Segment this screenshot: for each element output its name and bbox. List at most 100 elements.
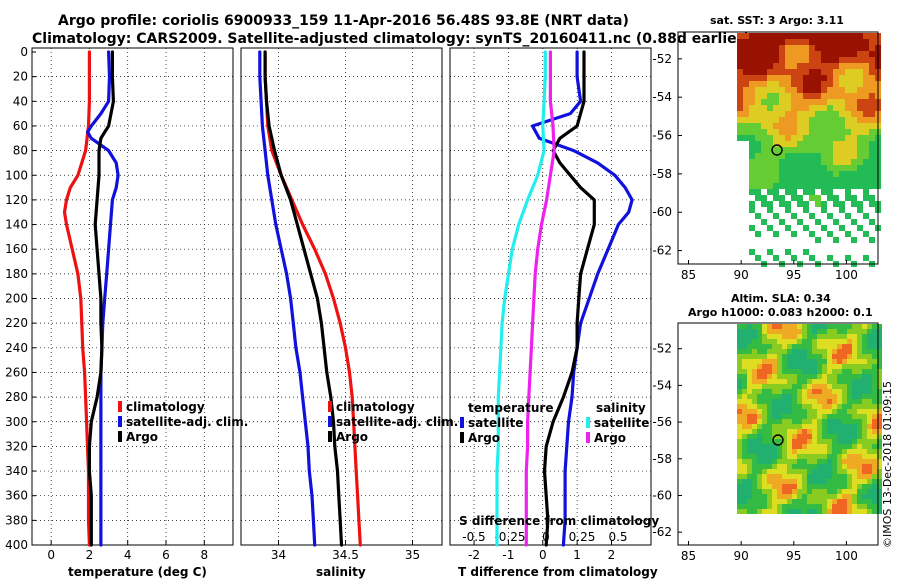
sla-cell bbox=[747, 419, 752, 424]
sst-cell bbox=[821, 117, 827, 123]
sla-cell bbox=[837, 344, 842, 349]
sla-cell bbox=[852, 479, 857, 484]
sla-cell bbox=[862, 354, 867, 359]
sla-cell bbox=[837, 374, 842, 379]
sla-cell bbox=[852, 384, 857, 389]
sla-cell bbox=[847, 419, 852, 424]
sst-cell bbox=[743, 117, 749, 123]
sst-cell bbox=[743, 45, 749, 51]
sst-cell bbox=[845, 39, 851, 45]
sla-cell bbox=[782, 409, 787, 414]
sla-cell bbox=[737, 494, 742, 499]
sla-cell bbox=[817, 324, 822, 329]
sla-cell bbox=[817, 474, 822, 479]
sla-cell bbox=[802, 469, 807, 474]
sla-cell bbox=[787, 454, 792, 459]
sla-cell bbox=[827, 489, 832, 494]
sla-cell bbox=[757, 494, 762, 499]
sst-cell bbox=[791, 165, 797, 171]
sst-cell bbox=[791, 63, 797, 69]
sla-cell bbox=[757, 384, 762, 389]
sla-cell bbox=[787, 364, 792, 369]
sla-cell bbox=[772, 469, 777, 474]
sst-cell bbox=[809, 213, 815, 219]
sst-cell bbox=[755, 183, 761, 189]
map-y-tick-label: -62 bbox=[652, 244, 672, 258]
sst-cell bbox=[845, 189, 851, 195]
sla-cell bbox=[807, 414, 812, 419]
sla-cell bbox=[847, 324, 852, 329]
sla-cell bbox=[827, 324, 832, 329]
sst-cell bbox=[761, 183, 767, 189]
sla-cell bbox=[792, 469, 797, 474]
y-tick-label: 320 bbox=[5, 439, 28, 453]
sst-cell bbox=[749, 135, 755, 141]
sst-cell bbox=[869, 93, 875, 99]
y-tick-label: 60 bbox=[13, 119, 28, 133]
sst-cell bbox=[839, 39, 845, 45]
sst-cell bbox=[809, 177, 815, 183]
sla-cell bbox=[832, 349, 837, 354]
sla-cell bbox=[762, 509, 767, 514]
sla-cell bbox=[757, 484, 762, 489]
sla-cell bbox=[827, 374, 832, 379]
sla-cell bbox=[752, 394, 757, 399]
sla-cell bbox=[742, 494, 747, 499]
y-tick-label: 0 bbox=[20, 45, 28, 59]
sla-cell bbox=[782, 464, 787, 469]
sla-cell bbox=[862, 509, 867, 514]
sla-cell bbox=[862, 454, 867, 459]
sla-cell bbox=[797, 324, 802, 329]
x-tick-label: -1 bbox=[502, 548, 514, 562]
sst-cell bbox=[797, 201, 803, 207]
sst-cell bbox=[773, 57, 779, 63]
sla-cell bbox=[877, 489, 882, 494]
sst-cell bbox=[863, 231, 869, 237]
sla-cell bbox=[752, 444, 757, 449]
sst-cell bbox=[833, 45, 839, 51]
sst-cell bbox=[785, 69, 791, 75]
sla-cell bbox=[832, 509, 837, 514]
sst-cell bbox=[755, 45, 761, 51]
sla-cell bbox=[802, 384, 807, 389]
sst-cell bbox=[773, 45, 779, 51]
sst-cell bbox=[821, 105, 827, 111]
sst-cell bbox=[797, 105, 803, 111]
sst-cell bbox=[863, 165, 869, 171]
sst-cell bbox=[749, 189, 755, 195]
sla-cell bbox=[832, 384, 837, 389]
sst-cell bbox=[773, 129, 779, 135]
sla-cell bbox=[852, 504, 857, 509]
legend-swatch-satellite bbox=[118, 416, 122, 427]
x-tick-label: 2 bbox=[86, 548, 94, 562]
sla-cell bbox=[737, 384, 742, 389]
sla-cell bbox=[872, 329, 877, 334]
sla-cell bbox=[837, 449, 842, 454]
sst-cell bbox=[839, 141, 845, 147]
sla-cell bbox=[872, 394, 877, 399]
sla-cell bbox=[792, 474, 797, 479]
sla-cell bbox=[852, 454, 857, 459]
sst-cell bbox=[749, 69, 755, 75]
sla-cell bbox=[872, 344, 877, 349]
sla-cell bbox=[822, 504, 827, 509]
map-y-tick-label: -54 bbox=[652, 378, 672, 392]
map-y-tick-label: -54 bbox=[652, 90, 672, 104]
sla-cell bbox=[767, 479, 772, 484]
sla-cell bbox=[812, 419, 817, 424]
sla-cell bbox=[782, 334, 787, 339]
sst-cell bbox=[749, 63, 755, 69]
sla-cell bbox=[847, 454, 852, 459]
sst-cell bbox=[857, 45, 863, 51]
sla-cell bbox=[772, 509, 777, 514]
sla-cell bbox=[757, 359, 762, 364]
sla-cell bbox=[802, 344, 807, 349]
sla-cell bbox=[817, 449, 822, 454]
sst-cell bbox=[767, 63, 773, 69]
sla-cell bbox=[777, 444, 782, 449]
sla-cell bbox=[802, 429, 807, 434]
sla-cell bbox=[772, 479, 777, 484]
sst-cell bbox=[785, 249, 791, 255]
sla-cell bbox=[847, 484, 852, 489]
